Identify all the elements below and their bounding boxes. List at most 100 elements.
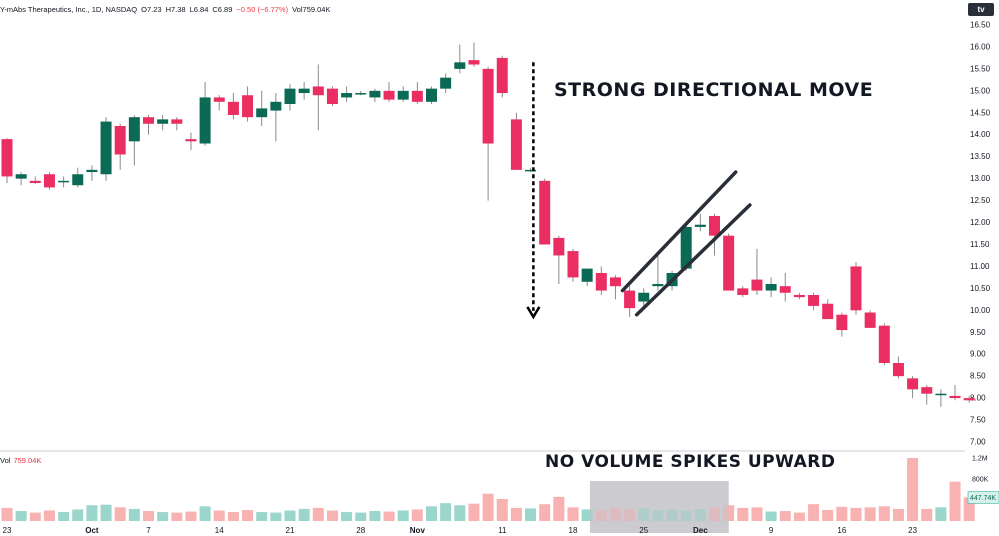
candle-body bbox=[72, 174, 84, 186]
x-tick-label: 25 bbox=[639, 526, 648, 535]
candle-body bbox=[553, 237, 565, 256]
candle-body bbox=[397, 90, 409, 100]
volume-bar bbox=[312, 507, 324, 521]
y-tick-label: 10.50 bbox=[970, 284, 991, 293]
last-volume-tag bbox=[967, 491, 999, 504]
volume-bar bbox=[284, 510, 296, 521]
close-value: C6.89 bbox=[212, 4, 233, 14]
y-tick-label: 13.00 bbox=[970, 174, 991, 183]
volume-bar bbox=[808, 504, 820, 521]
candle-body bbox=[567, 251, 579, 278]
volume-bar bbox=[765, 511, 777, 521]
last-volume-tag-label: 447.74K bbox=[970, 495, 996, 502]
volume-bar bbox=[963, 497, 975, 521]
y-tick-label: 12.00 bbox=[970, 218, 991, 227]
candle-body bbox=[298, 88, 310, 94]
volume-bar bbox=[171, 512, 183, 521]
volume-bar bbox=[440, 503, 452, 521]
candle-body bbox=[822, 303, 834, 320]
change-value: −0.50 (−6.77%) bbox=[236, 4, 289, 14]
y-tick-label: 11.00 bbox=[970, 262, 990, 271]
volume-bar bbox=[836, 506, 848, 521]
volume-bar bbox=[341, 512, 353, 521]
volume-bar bbox=[199, 506, 211, 521]
volume-bar bbox=[157, 512, 169, 521]
y-tick-label: 14.50 bbox=[970, 108, 991, 117]
volume-bar bbox=[553, 496, 565, 521]
candle-body bbox=[468, 60, 480, 65]
candle-body bbox=[595, 273, 607, 291]
candle-body bbox=[737, 288, 749, 295]
volume-bar bbox=[822, 509, 834, 521]
y-tick-label: 9.50 bbox=[970, 328, 986, 337]
volume-bar bbox=[426, 506, 437, 521]
volume-bar bbox=[242, 509, 254, 521]
volume-bar bbox=[567, 507, 579, 521]
volume-bar bbox=[496, 498, 508, 521]
volume-bar bbox=[100, 504, 112, 521]
candle-body bbox=[426, 88, 437, 102]
volume-bar bbox=[29, 512, 41, 521]
x-tick-label: 9 bbox=[769, 526, 774, 535]
candle-body bbox=[581, 268, 593, 282]
candle-body bbox=[793, 294, 805, 298]
candle-body bbox=[609, 277, 621, 287]
volume-bar bbox=[539, 504, 551, 521]
candle-body bbox=[270, 101, 282, 111]
x-tick-label: 23 bbox=[908, 526, 917, 535]
volume-bar bbox=[383, 511, 395, 521]
volume-bar bbox=[525, 508, 537, 521]
candle-body bbox=[29, 180, 41, 184]
candle-body bbox=[227, 101, 239, 115]
candle-body bbox=[383, 90, 395, 100]
x-tick-label: Dec bbox=[693, 526, 708, 535]
volume-bar bbox=[114, 507, 126, 521]
candle-body bbox=[638, 292, 650, 302]
candle-body bbox=[369, 90, 381, 98]
y-tick-label: 7.50 bbox=[970, 416, 986, 425]
candle-body bbox=[242, 95, 254, 118]
open-value: O7.23 bbox=[141, 4, 162, 14]
volume-bar bbox=[723, 505, 735, 521]
candle-body bbox=[326, 88, 338, 105]
volume-bar bbox=[921, 508, 933, 521]
candle-body bbox=[921, 387, 933, 394]
y-tick-label: 7.00 bbox=[970, 438, 986, 447]
volume-bar bbox=[397, 510, 409, 521]
volume-bar bbox=[850, 507, 862, 521]
candle-body bbox=[694, 224, 706, 227]
x-tick-label: 16 bbox=[837, 526, 846, 535]
candle-body bbox=[171, 119, 183, 124]
candle-body bbox=[128, 117, 140, 142]
candle-body bbox=[850, 266, 862, 311]
y-tick-label: 15.50 bbox=[970, 64, 991, 73]
candle-body bbox=[963, 398, 975, 401]
candle-body bbox=[525, 169, 537, 172]
volume-tick-label: 1.2M bbox=[972, 456, 988, 463]
x-tick-label: 18 bbox=[569, 526, 578, 535]
x-tick-label: 7 bbox=[146, 526, 151, 535]
candle-body bbox=[892, 362, 904, 377]
volume-bar bbox=[15, 511, 27, 521]
candle-body bbox=[312, 86, 324, 96]
volume-bar bbox=[907, 458, 919, 521]
volume-bar bbox=[143, 511, 154, 521]
volume-tick-label: 800K bbox=[972, 477, 989, 484]
volume-bar bbox=[43, 510, 55, 521]
candle-body bbox=[723, 235, 735, 291]
y-tick-label: 13.50 bbox=[970, 152, 991, 161]
volume-bar bbox=[878, 506, 890, 521]
x-tick-label: Oct bbox=[85, 526, 99, 535]
candle-body bbox=[199, 97, 211, 144]
candle-body bbox=[751, 279, 763, 291]
volume-bar bbox=[949, 481, 961, 521]
candle-body bbox=[510, 119, 522, 170]
candle-body bbox=[765, 283, 777, 291]
volume-bar bbox=[751, 507, 763, 521]
candle-body bbox=[624, 290, 636, 309]
candle-body bbox=[213, 97, 225, 102]
candle-body bbox=[907, 378, 919, 390]
candle-body bbox=[652, 283, 664, 287]
volume-label-value: 759.04K bbox=[13, 456, 42, 465]
volume-bar bbox=[256, 512, 268, 521]
